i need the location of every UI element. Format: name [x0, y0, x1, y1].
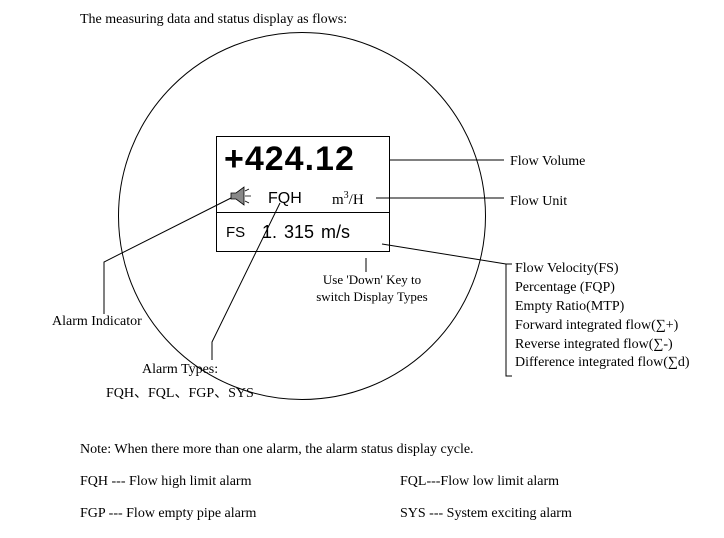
note-cell: FGP --- Flow empty pipe alarm [80, 498, 400, 530]
list-item: Empty Ratio(MTP) [515, 298, 690, 317]
flow-unit-value: m3/H [332, 190, 364, 209]
note-row: FQH --- Flow high limit alarm FQL---Flow… [80, 466, 572, 498]
alarm-types-list: FQH、FQL、FGP、SYS [106, 382, 254, 402]
flow-volume-value: +424.12 [224, 140, 355, 179]
alarm-indicator-callout: Alarm Indicator [52, 314, 142, 330]
velocity-mode-list: Flow Velocity(FS) Percentage (FQP) Empty… [515, 260, 690, 373]
note-cell: FQL---Flow low limit alarm [400, 466, 559, 498]
down-key-line1: Use 'Down' Key to [323, 272, 421, 287]
note-cell: FQH --- Flow high limit alarm [80, 466, 400, 498]
list-item: Flow Velocity(FS) [515, 260, 690, 279]
alarm-code: FQH [268, 190, 302, 208]
notes-section: Note: When there more than one alarm, th… [80, 434, 572, 531]
fs-value: 1. 315 m/s [262, 222, 350, 243]
list-item: Difference integrated flow(∑d) [515, 354, 690, 373]
down-key-line2: switch Display Types [316, 289, 428, 304]
list-item: Forward integrated flow(∑+) [515, 317, 690, 336]
flow-volume-callout: Flow Volume [510, 154, 585, 170]
note-row: FGP --- Flow empty pipe alarm SYS --- Sy… [80, 498, 572, 530]
note-cell: SYS --- System exciting alarm [400, 498, 572, 530]
list-item: Reverse integrated flow(∑-) [515, 336, 690, 355]
fs-label: FS [226, 224, 245, 241]
display-divider [216, 212, 390, 213]
unit-base: m [332, 192, 344, 208]
alarm-types-header: Alarm Types: [142, 362, 218, 378]
alarm-speaker-icon [230, 186, 252, 206]
notes-intro: Note: When there more than one alarm, th… [80, 434, 572, 466]
diagram-title: The measuring data and status display as… [80, 12, 347, 28]
down-key-hint: Use 'Down' Key to switch Display Types [302, 272, 442, 306]
flow-unit-callout: Flow Unit [510, 194, 567, 210]
list-item: Percentage (FQP) [515, 279, 690, 298]
unit-tail: /H [349, 192, 364, 208]
